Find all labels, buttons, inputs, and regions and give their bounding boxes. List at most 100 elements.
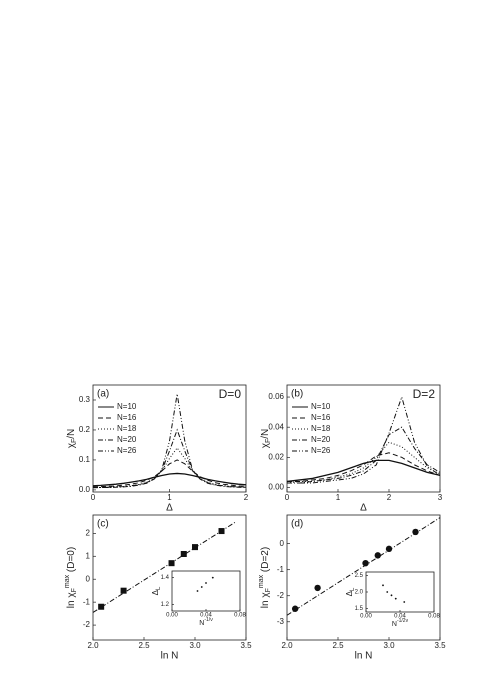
inset-point	[390, 594, 393, 597]
x-axis-label: ln N	[355, 651, 373, 662]
inset-point	[196, 590, 199, 592]
inset-x-label-part: N	[392, 621, 397, 628]
x-tick-label: 3.0	[383, 641, 395, 650]
x-tick-label: 2.5	[332, 641, 344, 650]
y-axis-label-part: χ	[260, 442, 271, 448]
series-line	[287, 452, 441, 482]
y-tick-label: 0.02	[268, 452, 284, 461]
x-tick-label: 0.00	[360, 614, 372, 620]
inset-x-label: N-1/2ν	[392, 618, 409, 628]
data-point	[374, 552, 381, 559]
y-tick-label: 1.2	[161, 602, 170, 608]
x-axis-label: Δ	[360, 503, 367, 514]
inset-y-label: ΔL	[151, 586, 161, 595]
y-axis-label-part: F	[265, 439, 272, 443]
annotation: D=0	[219, 387, 242, 401]
data-point	[168, 560, 175, 567]
inset-x-label-part: -1/2ν	[397, 618, 409, 624]
y-axis-label: ln χFmax (D=2)	[258, 547, 272, 608]
series-line	[92, 472, 247, 487]
legend-label: N=26	[117, 446, 137, 455]
inset-y-label-part: L	[350, 587, 356, 591]
x-tick-label: 0	[285, 493, 290, 502]
data-point	[385, 545, 393, 553]
y-tick-label: 0	[86, 574, 91, 583]
x-tick-label: 0.04	[394, 614, 406, 620]
x-tick-label: 3.0	[189, 641, 201, 650]
series-line	[287, 395, 441, 484]
y-tick-label: 0.04	[268, 422, 284, 431]
legend-label: N=18	[117, 424, 137, 433]
inset-point	[205, 582, 207, 584]
x-tick-label: 2	[387, 493, 392, 502]
inset-y-label-part: Δ	[151, 589, 160, 595]
y-tick-label: 0.1	[79, 455, 91, 464]
legend-label: N=20	[311, 435, 331, 444]
y-axis-label-part: F	[71, 439, 78, 443]
legend-label: N=10	[117, 402, 137, 411]
legend-label: N=16	[117, 413, 137, 422]
series-line	[286, 441, 441, 484]
legend-label: N=20	[117, 435, 137, 444]
data-point	[192, 544, 198, 551]
x-tick-label: 0.04	[200, 613, 212, 619]
y-axis-label-part: ln χ	[66, 592, 77, 609]
y-tick-label: 2.0	[355, 590, 364, 596]
annotation: D=2	[413, 387, 436, 401]
y-tick-label: 0	[280, 539, 285, 548]
x-tick-label: 1	[167, 493, 172, 502]
series-line	[92, 459, 247, 488]
data-point	[218, 528, 225, 535]
series-line	[286, 459, 441, 483]
legend-label: N=10	[311, 402, 331, 411]
x-tick-label: 3.5	[240, 641, 252, 650]
plot-frame	[286, 384, 441, 493]
inset-y-label-part: L	[156, 586, 162, 590]
x-tick-label: 2.0	[87, 641, 99, 650]
y-tick-label: -1	[83, 597, 91, 606]
y-tick-label: 1.5	[355, 606, 364, 612]
data-point	[180, 550, 187, 557]
y-tick-label: 0.0	[79, 485, 91, 494]
y-axis-label-part: F	[71, 588, 78, 592]
y-axis-label-part: (D=2)	[260, 547, 271, 575]
x-tick-label: 3.5	[434, 641, 446, 650]
data-point	[291, 605, 299, 612]
x-tick-label: 2.5	[138, 641, 150, 650]
x-tick-label: 3	[438, 493, 443, 502]
data-point	[120, 587, 127, 594]
y-axis-label: χF/N	[66, 429, 78, 449]
data-point	[314, 584, 321, 592]
panel-label: (a)	[97, 389, 109, 400]
y-tick-label: 2	[86, 528, 91, 537]
x-tick-label: 0.08	[428, 614, 440, 620]
panel-label: (b)	[291, 389, 303, 400]
x-tick-label: 2.0	[281, 641, 293, 650]
y-tick-label: -3	[277, 617, 285, 626]
inset-frame	[365, 571, 435, 613]
y-axis-label-part: max	[258, 574, 265, 588]
panel-label: (d)	[291, 519, 303, 530]
x-tick-label: 0	[91, 493, 96, 502]
fit-line	[92, 521, 237, 613]
inset-point	[200, 586, 203, 588]
inset-y-label: ΔL	[345, 587, 355, 596]
inset-point	[403, 601, 406, 603]
x-tick-label: 2	[244, 493, 249, 502]
x-axis-label: Δ	[166, 503, 173, 514]
inset-x-label-part: -1/ν	[204, 617, 213, 623]
panel-label: (c)	[97, 519, 109, 530]
inset-x-label: N-1/ν	[199, 617, 213, 627]
y-axis-label: ln χFmax (D=0)	[64, 547, 78, 608]
y-tick-label: 1.4	[161, 575, 170, 581]
y-tick-label: -1	[277, 565, 285, 574]
y-axis-label-part: F	[265, 588, 272, 592]
inset-point	[394, 597, 397, 600]
y-axis-label: χF/N	[260, 429, 272, 449]
inset-x-label-part: N	[199, 620, 204, 627]
y-tick-label: -2	[277, 591, 285, 600]
y-tick-label: 0.00	[268, 483, 284, 492]
inset-y-label-part: Δ	[345, 590, 354, 596]
y-axis-label-part: ln χ	[260, 592, 271, 609]
inset-frame	[171, 570, 241, 612]
